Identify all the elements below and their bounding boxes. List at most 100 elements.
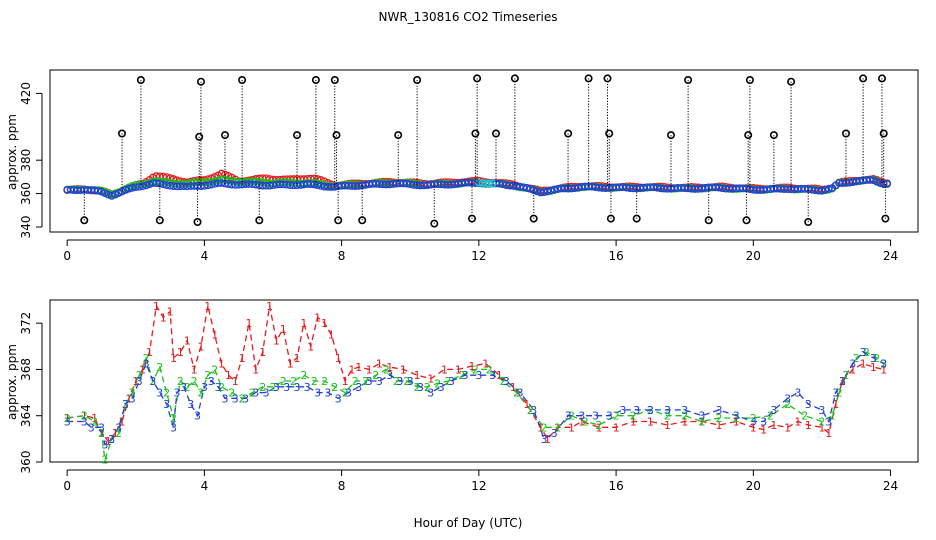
bottom-series-3-label: 3	[252, 387, 259, 400]
top-x-tick-label: 16	[608, 249, 623, 263]
top-series-3-point	[90, 186, 99, 195]
flagged-point	[467, 214, 476, 223]
bottom-series-2-label: 2	[403, 375, 410, 388]
bottom-series-3-label: 3	[163, 398, 170, 411]
bottom-series-3-label: 3	[149, 375, 156, 388]
bottom-series-1-label: 1	[239, 352, 246, 365]
bottom-series-3-label: 3	[215, 381, 222, 394]
bottom-series-1-label: 1	[664, 419, 671, 432]
bottom-series-3-label: 3	[143, 358, 150, 371]
bottom-series-1-label: 1	[280, 323, 287, 336]
bottom-series-2-label: 2	[541, 421, 548, 434]
bottom-series-1-label: 1	[784, 421, 791, 434]
bottom-series-1-label: 1	[832, 398, 839, 411]
flagged-point	[221, 131, 230, 140]
bottom-series-2-label: 2	[568, 410, 575, 423]
bottom-series-3-label: 3	[530, 404, 537, 417]
bottom-series-1-label: 1	[544, 433, 551, 446]
flagged-point	[195, 132, 204, 141]
top-series-3-point	[883, 179, 891, 188]
bottom-series-2-label: 2	[218, 381, 225, 394]
flagged-point	[744, 131, 753, 140]
top-series-3-point	[310, 180, 319, 189]
bottom-series-2-label: 2	[98, 427, 105, 440]
flagged-point	[584, 74, 593, 83]
bottom-series-3-label: 3	[194, 410, 201, 423]
bottom-series-3-label: 3	[355, 381, 362, 394]
bottom-series-3-label: 3	[818, 404, 825, 417]
bottom-series-1-label: 1	[760, 424, 767, 437]
top-series-3-point	[107, 192, 116, 200]
top-y-tick-label: 360	[19, 182, 33, 205]
bottom-series-3-label: 3	[664, 404, 671, 417]
bottom-series-1-label: 1	[400, 363, 407, 376]
bottom-series-1-label: 1	[568, 421, 575, 434]
top-y-axis: 340 360 380 420	[19, 82, 43, 238]
bottom-series-1-label: 1	[225, 369, 232, 382]
top-series-3-point	[145, 180, 154, 189]
bottom-series-3-label: 3	[156, 387, 163, 400]
bottom-series-1-label: 1	[218, 358, 225, 371]
bottom-x-tick-label: 4	[201, 479, 209, 493]
bottom-series-3-label: 3	[860, 346, 867, 359]
bottom-series-2-label: 2	[64, 412, 71, 425]
top-x-tick-label: 4	[201, 249, 209, 263]
bottom-series-1-label: 1	[647, 416, 654, 429]
bottom-series-1-label: 1	[314, 311, 321, 324]
top-series-3-point	[845, 178, 854, 187]
bottom-y-tick-label: 360	[19, 451, 33, 474]
top-x-tick-label: 20	[746, 249, 761, 263]
bottom-series-3-label: 3	[136, 375, 143, 388]
flagged-point	[684, 76, 693, 85]
bottom-series-1-label: 1	[307, 340, 314, 353]
bottom-series-3-label: 3	[324, 387, 331, 400]
bottom-series-3-label: 3	[517, 387, 524, 400]
bottom-series-3-label: 3	[784, 392, 791, 405]
bottom-series-2-label: 2	[513, 387, 520, 400]
bottom-x-axis: 0 4 8 12 16 20 24	[63, 469, 898, 493]
bottom-series-2-label: 2	[191, 375, 198, 388]
bottom-series-3-label: 3	[427, 387, 434, 400]
bottom-series-2-label: 2	[383, 363, 390, 376]
bottom-series-1-label: 1	[342, 375, 349, 388]
flagged-point	[193, 218, 202, 227]
bottom-series-3-label: 3	[345, 387, 352, 400]
bottom-series-1-label: 1	[198, 340, 205, 353]
bottom-series-1-label: 1	[386, 361, 393, 374]
flagged-point	[292, 131, 301, 140]
top-x-axis: 0 4 8 12 16 20 24	[63, 239, 898, 263]
bottom-series-3-label: 3	[396, 375, 403, 388]
bottom-series-3-label: 3	[263, 387, 270, 400]
bottom-series-1-label: 1	[794, 416, 801, 429]
top-series-3-point	[207, 180, 216, 189]
bottom-series-3-label: 3	[242, 392, 249, 405]
bottom-series-1-label: 1	[427, 373, 434, 386]
top-series-3-point	[821, 186, 830, 194]
flagged-point	[155, 216, 164, 225]
bottom-series-2-label: 2	[129, 387, 136, 400]
bottom-series-1-label: 1	[523, 398, 530, 411]
bottom-series-2-label: 2	[228, 387, 235, 400]
bottom-series-1-label: 1	[376, 358, 383, 371]
bottom-series-2-label: 2	[211, 363, 218, 376]
bottom-series-2-label: 2	[143, 352, 150, 365]
bottom-series-1-label: 1	[98, 427, 105, 440]
bottom-series-2-label: 2	[362, 375, 369, 388]
bottom-series-1-label: 1	[64, 412, 71, 425]
bottom-series-3-label: 3	[222, 392, 229, 405]
top-series-3-point	[450, 180, 459, 189]
top-series-3-point	[313, 181, 322, 189]
bottom-series-3-label: 3	[647, 404, 654, 417]
bottom-series-1-label: 1	[510, 381, 517, 394]
bottom-series-2-label: 2	[311, 375, 318, 388]
bottom-series-1-label: 1	[167, 306, 174, 319]
top-cyan-point	[488, 179, 497, 188]
bottom-series-3-label: 3	[386, 369, 393, 382]
bottom-series-3-label: 3	[760, 416, 767, 429]
bottom-x-tick-label: 16	[608, 479, 623, 493]
bottom-series-2-line	[67, 351, 885, 460]
bottom-series-3-label: 3	[173, 387, 180, 400]
bottom-series-2-label: 2	[499, 375, 506, 388]
top-series-3-point	[159, 180, 168, 189]
bottom-series-1-label: 1	[750, 421, 757, 434]
